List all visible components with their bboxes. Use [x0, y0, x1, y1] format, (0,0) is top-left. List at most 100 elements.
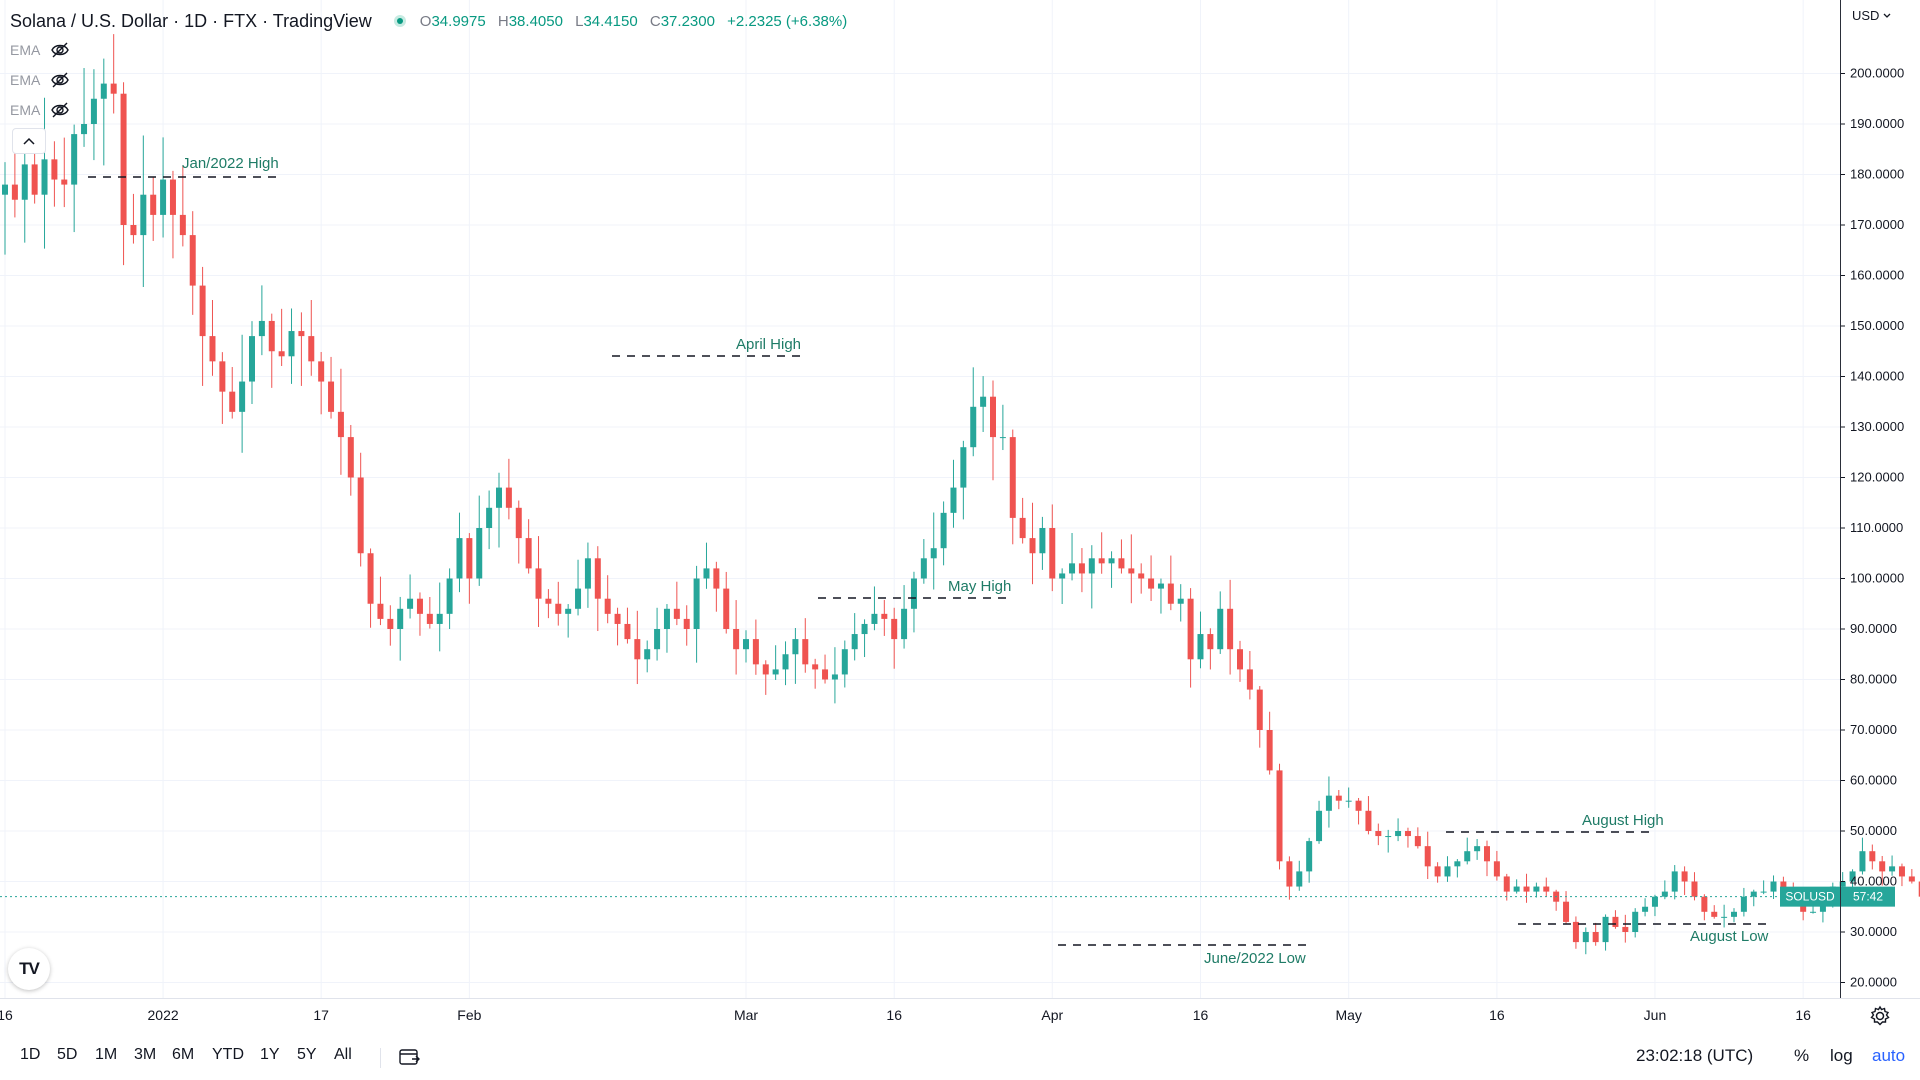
candle-body: [337, 411, 344, 438]
candle: [1197, 611, 1204, 669]
range-button-ytd[interactable]: YTD: [212, 1046, 244, 1063]
candle: [169, 170, 176, 259]
time-axis[interactable]: 16202217FebMar16Apr16May16Jun16Jul16Aug1…: [0, 1007, 1920, 1023]
percent-scale-button[interactable]: %: [1794, 1046, 1810, 1065]
candle: [1731, 908, 1737, 923]
candle: [515, 500, 522, 564]
annotation-jan-2022-high[interactable]: Jan/2022 High: [88, 155, 279, 178]
candle-body: [41, 159, 48, 195]
candle: [535, 536, 542, 627]
candle: [1069, 533, 1076, 581]
candle-body: [1138, 573, 1145, 579]
utc-clock[interactable]: 23:02:18 (UTC): [1636, 1046, 1754, 1065]
candle-body: [466, 538, 473, 579]
candle: [436, 582, 443, 652]
candle-body: [1681, 871, 1688, 882]
candle-body: [1375, 831, 1382, 837]
open-value: 34.9975: [431, 12, 486, 30]
gear-icon[interactable]: [1866, 1002, 1894, 1030]
candle: [624, 607, 631, 644]
candle-body: [1246, 669, 1253, 690]
candle: [723, 571, 730, 634]
countdown-label-text: 57:42: [1853, 890, 1883, 904]
candle-body: [1661, 891, 1668, 897]
annotation-label: May High: [948, 578, 1011, 595]
collapse-legend-button[interactable]: [12, 128, 46, 154]
candle: [1059, 568, 1066, 605]
auto-scale-button[interactable]: auto: [1872, 1046, 1906, 1065]
candle-body: [1118, 558, 1125, 569]
candle: [1306, 837, 1313, 883]
annotation-august-low[interactable]: August Low: [1518, 923, 1772, 945]
candle-body: [1503, 876, 1510, 892]
indicator-ema-2[interactable]: EMA: [10, 68, 72, 92]
eye-off-icon[interactable]: [48, 98, 72, 122]
candle: [634, 610, 641, 685]
candle-body: [584, 558, 591, 589]
candle: [219, 352, 226, 424]
range-button-all[interactable]: All: [334, 1046, 352, 1063]
candle-body: [1474, 846, 1481, 852]
candle-body: [1908, 876, 1915, 882]
candle-body: [268, 320, 275, 352]
candle: [772, 645, 779, 680]
candle: [1266, 711, 1273, 775]
range-button-1d[interactable]: 1D: [20, 1046, 41, 1063]
candle-body: [525, 538, 532, 569]
candle: [466, 533, 473, 604]
candle: [733, 600, 740, 675]
calendar-goto-icon[interactable]: [398, 1046, 422, 1068]
candle-body: [1780, 881, 1787, 892]
candle-body: [1049, 528, 1056, 579]
time-tick-label: 16: [1193, 1007, 1209, 1023]
eye-off-icon[interactable]: [48, 68, 72, 92]
annotation-june-2022-low[interactable]: June/2022 Low: [1058, 944, 1312, 967]
annotation-may-high[interactable]: May High: [818, 578, 1011, 599]
eye-off-icon[interactable]: [48, 38, 72, 62]
candle: [1138, 563, 1145, 594]
symbol-title[interactable]: Solana / U.S. Dollar · 1D · FTX · Tradin…: [10, 10, 372, 31]
candle-body: [930, 548, 937, 559]
candle: [673, 581, 680, 626]
candle-body: [1424, 846, 1431, 867]
indicator-ema-3[interactable]: EMA: [10, 98, 72, 122]
candle-body: [940, 512, 947, 549]
price-tick-label: 160.0000: [1850, 268, 1904, 283]
range-button-6m[interactable]: 6M: [172, 1046, 195, 1063]
range-button-5y[interactable]: 5Y: [297, 1046, 317, 1063]
indicator-label: EMA: [10, 42, 41, 58]
candle-body: [1750, 891, 1757, 897]
currency-selector[interactable]: USD: [1852, 8, 1891, 23]
candle-body: [772, 669, 779, 675]
candle-body: [673, 608, 680, 619]
candle: [1078, 548, 1085, 593]
candle-body: [555, 603, 562, 614]
candle: [120, 82, 127, 266]
price-axis[interactable]: 200.0000 190.0000 180.0000 170.0000 160.0000…: [1840, 66, 1904, 990]
candle: [1651, 894, 1658, 917]
low-label: L: [575, 12, 584, 30]
candle-body: [1879, 861, 1886, 872]
range-button-5d[interactable]: 5D: [57, 1046, 78, 1063]
candle: [713, 561, 720, 612]
range-button-1y[interactable]: 1Y: [260, 1046, 280, 1063]
candle: [1414, 827, 1421, 849]
log-scale-button[interactable]: log: [1830, 1046, 1853, 1065]
time-tick-label: 16: [1489, 1007, 1505, 1023]
annotation-august-high[interactable]: August High: [1446, 812, 1664, 833]
toolbar-divider: [380, 1048, 381, 1068]
candle: [1474, 839, 1481, 860]
candle: [1019, 497, 1026, 544]
tradingview-logo[interactable]: TV: [8, 948, 50, 990]
price-tick-label: 60.0000: [1850, 773, 1897, 788]
range-button-1m[interactable]: 1M: [95, 1046, 118, 1063]
annotation-april-high[interactable]: April High: [612, 336, 801, 357]
candle: [41, 97, 48, 249]
range-button-3m[interactable]: 3M: [134, 1046, 157, 1063]
candle: [604, 575, 611, 624]
candle: [229, 367, 236, 419]
candle: [1444, 856, 1451, 882]
close-value: 37.2300: [660, 12, 715, 30]
indicator-ema-1[interactable]: EMA: [10, 38, 72, 62]
